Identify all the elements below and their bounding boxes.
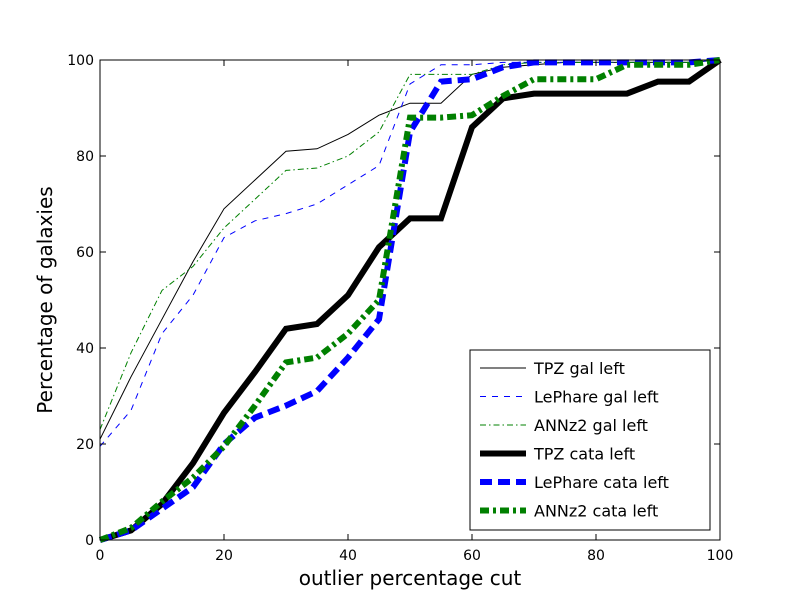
series-layer (98, 57, 722, 543)
legend-box (469, 349, 711, 531)
axes-border (99, 59, 721, 541)
y-tick-label: 0 (85, 533, 94, 549)
x-tick-label: 40 (339, 548, 357, 564)
tick-layer: 0 20 40 60 80 100 0 20 40 60 80 100 (67, 53, 733, 564)
x-tick-label: 0 (96, 548, 105, 564)
legend-label-6: ANNz2 cata left (534, 502, 658, 521)
x-tick-label: 100 (707, 548, 734, 564)
series-line-4 (99, 57, 722, 543)
y-tick-label: 60 (76, 245, 94, 261)
y-tick-label: 80 (76, 149, 94, 165)
x-tick-label: 60 (463, 548, 481, 564)
y-tick-label: 20 (76, 437, 94, 453)
x-tick-label: 20 (215, 548, 233, 564)
legend: TPZ gal left LePhare gal left ANNz2 gal le… (469, 349, 711, 531)
series-line-3 (99, 59, 721, 430)
y-axis-label: Percentage of galaxies (33, 186, 57, 413)
y-tick-label: 40 (76, 341, 94, 357)
legend-label-3: ANNz2 gal left (534, 416, 648, 435)
legend-label-2: LePhare gal left (534, 388, 659, 407)
series-line-6 (98, 57, 721, 543)
series-line-2 (99, 59, 721, 447)
legend-label-4: TPZ cata left (533, 445, 635, 464)
y-tick-label: 100 (67, 53, 94, 69)
legend-label-1: TPZ gal left (533, 359, 625, 378)
x-axis-label: outlier percentage cut (299, 566, 522, 590)
legend-label-5: LePhare cata left (534, 473, 669, 492)
axes-frame (99, 59, 721, 541)
x-tick-label: 80 (587, 548, 605, 564)
